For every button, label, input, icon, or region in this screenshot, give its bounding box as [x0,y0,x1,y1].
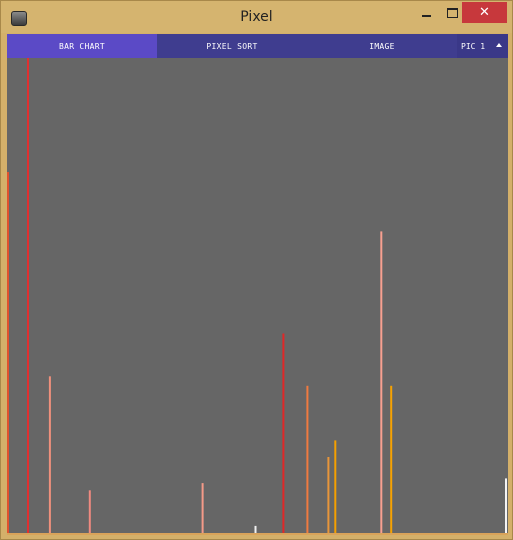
chart-bar [48,376,51,534]
app-icon[interactable] [11,11,27,26]
chart-bar [201,483,204,533]
chart-bar [334,440,337,533]
chart-bar [254,525,257,533]
chart-baseline [7,533,508,535]
minimize-icon [421,14,431,17]
chart-bar [380,231,383,533]
minimize-button[interactable] [412,2,440,23]
tab-pixel-sort[interactable]: PIXEL SORT [157,34,307,58]
tab-bar: BAR CHART PIXEL SORT IMAGE PIC 1 [7,34,508,58]
picture-select-value: PIC 1 [461,42,486,51]
maximize-icon [446,7,458,18]
bar-series [7,58,508,535]
chart-bar [88,490,91,534]
picture-select[interactable]: PIC 1 [457,34,508,58]
close-icon: ✕ [479,5,490,20]
chart-bar [7,172,9,533]
tab-bar-chart[interactable]: BAR CHART [7,34,157,58]
maximize-button[interactable] [438,2,466,23]
chart-bar [282,333,285,533]
tab-image[interactable]: IMAGE [307,34,457,58]
client-area: BAR CHART PIXEL SORT IMAGE PIC 1 [7,34,508,535]
close-button[interactable]: ✕ [462,2,507,23]
chart-bar [27,58,29,533]
bar-chart [7,58,508,535]
chart-bar [327,457,330,533]
plot-background [7,58,508,535]
chart-bar [390,385,393,534]
chart-bar [505,478,507,533]
window-title: Pixel [240,9,273,25]
chart-bar [306,385,309,534]
caret-up-icon [496,43,502,47]
title-bar[interactable]: Pixel ✕ [1,1,512,33]
